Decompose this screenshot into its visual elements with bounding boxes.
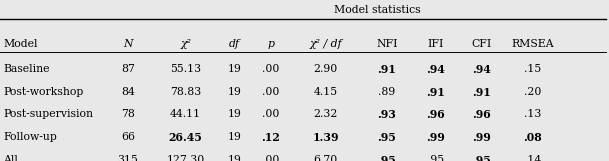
Text: χ²: χ² — [180, 39, 191, 49]
Text: CFI: CFI — [471, 39, 491, 49]
Text: .13: .13 — [524, 109, 541, 119]
Text: 19: 19 — [228, 87, 241, 97]
Text: .00: .00 — [262, 155, 280, 161]
Text: .12: .12 — [262, 132, 280, 143]
Text: 84: 84 — [121, 87, 135, 97]
Text: p: p — [267, 39, 275, 49]
Text: .91: .91 — [378, 64, 396, 75]
Text: All: All — [3, 155, 18, 161]
Text: .00: .00 — [262, 109, 280, 119]
Text: .91: .91 — [472, 87, 490, 98]
Text: N: N — [123, 39, 133, 49]
Text: .99: .99 — [426, 132, 445, 143]
Text: 44.11: 44.11 — [170, 109, 202, 119]
Text: 78: 78 — [121, 109, 135, 119]
Text: IFI: IFI — [428, 39, 443, 49]
Text: .96: .96 — [472, 109, 490, 120]
Text: 2.90: 2.90 — [314, 64, 338, 74]
Text: 66: 66 — [121, 132, 135, 142]
Text: .00: .00 — [262, 64, 280, 74]
Text: 19: 19 — [228, 109, 241, 119]
Text: Model statistics: Model statistics — [334, 5, 421, 15]
Text: .00: .00 — [262, 87, 280, 97]
Text: Baseline: Baseline — [3, 64, 49, 74]
Text: .94: .94 — [472, 64, 490, 75]
Text: Model: Model — [3, 39, 38, 49]
Text: .93: .93 — [378, 109, 396, 120]
Text: .95: .95 — [378, 132, 396, 143]
Text: 19: 19 — [228, 155, 241, 161]
Text: 19: 19 — [228, 132, 241, 142]
Text: 4.15: 4.15 — [314, 87, 338, 97]
Text: Post-workshop: Post-workshop — [3, 87, 83, 97]
Text: 315: 315 — [118, 155, 138, 161]
Text: 78.83: 78.83 — [170, 87, 202, 97]
Text: 127.30: 127.30 — [167, 155, 205, 161]
Text: 19: 19 — [228, 64, 241, 74]
Text: χ² / df: χ² / df — [309, 39, 342, 49]
Text: .91: .91 — [426, 87, 445, 98]
Text: 6.70: 6.70 — [314, 155, 338, 161]
Text: df: df — [229, 39, 240, 49]
Text: .95: .95 — [472, 155, 490, 161]
Text: .99: .99 — [472, 132, 490, 143]
Text: 87: 87 — [121, 64, 135, 74]
Text: RMSEA: RMSEA — [512, 39, 554, 49]
Text: .96: .96 — [426, 109, 445, 120]
Text: 2.32: 2.32 — [314, 109, 338, 119]
Text: .15: .15 — [524, 64, 541, 74]
Text: Post-supervision: Post-supervision — [3, 109, 93, 119]
Text: .89: .89 — [378, 87, 395, 97]
Text: 26.45: 26.45 — [169, 132, 203, 143]
Text: .14: .14 — [524, 155, 541, 161]
Text: 1.39: 1.39 — [312, 132, 339, 143]
Text: .20: .20 — [524, 87, 541, 97]
Text: .94: .94 — [426, 64, 445, 75]
Text: .08: .08 — [524, 132, 542, 143]
Text: 55.13: 55.13 — [170, 64, 202, 74]
Text: .95: .95 — [427, 155, 444, 161]
Text: Follow-up: Follow-up — [3, 132, 57, 142]
Text: .95: .95 — [378, 155, 396, 161]
Text: NFI: NFI — [376, 39, 398, 49]
